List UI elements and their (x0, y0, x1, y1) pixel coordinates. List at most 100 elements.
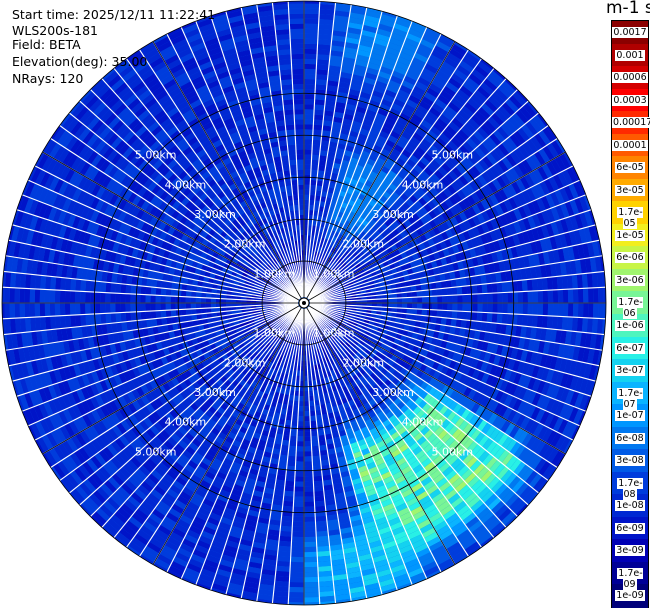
beta-cell (475, 275, 482, 285)
beta-cell (363, 257, 370, 264)
beta-cell (491, 343, 499, 355)
beta-cell (526, 404, 537, 419)
beta-cell (344, 341, 351, 348)
beta-cell (334, 106, 346, 114)
beta-cell (568, 183, 579, 200)
beta-cell (367, 254, 374, 261)
beta-cell (423, 255, 431, 264)
beta-cell (467, 97, 481, 111)
beta-cell (414, 258, 422, 267)
beta-cell (470, 320, 477, 331)
beta-cell (537, 425, 549, 441)
beta-cell (346, 359, 354, 367)
beta-cell (330, 172, 339, 179)
beta-cell (557, 418, 569, 435)
beta-cell (447, 492, 461, 505)
beta-cell (505, 98, 520, 113)
beta-cell (480, 274, 487, 285)
beta-cell (382, 143, 394, 153)
beta-cell (356, 364, 363, 372)
beta-cell (352, 231, 360, 239)
beta-cell (440, 317, 447, 326)
beta-cell (487, 116, 501, 130)
beta-cell (539, 180, 550, 196)
beta-cell (498, 188, 509, 202)
beta-cell (443, 144, 456, 156)
beta-cell (446, 541, 462, 554)
beta-cell (431, 361, 440, 371)
beta-cell (450, 136, 463, 149)
beta-cell (481, 171, 492, 184)
beta-cell (441, 211, 450, 222)
beta-cell (320, 196, 327, 203)
beta-cell (435, 281, 442, 290)
beta-cell (391, 418, 401, 428)
beta-cell (459, 508, 474, 521)
beta-cell (415, 369, 424, 379)
beta-cell (344, 314, 351, 318)
beta-cell (436, 288, 443, 296)
beta-cell (471, 524, 487, 538)
beta-cell (401, 80, 415, 90)
beta-cell (318, 319, 323, 325)
beta-cell (349, 263, 355, 269)
beta-cell (574, 197, 584, 214)
beta-cell (419, 412, 430, 423)
beta-cell (476, 284, 483, 294)
beta-cell (391, 70, 406, 80)
beta-cell (341, 322, 347, 327)
beta-cell (304, 68, 317, 75)
beta-cell (359, 469, 370, 478)
beta-cell (304, 406, 310, 412)
beta-cell (363, 520, 377, 530)
beta-cell (404, 319, 411, 326)
beta-cell (323, 254, 328, 261)
beta-cell (403, 408, 413, 418)
beta-cell (430, 49, 447, 62)
beta-cell (322, 249, 328, 255)
beta-cell (428, 54, 444, 66)
beta-cell (391, 526, 406, 536)
beta-cell (421, 290, 428, 297)
beta-cell (438, 481, 452, 493)
beta-cell (362, 452, 373, 461)
beta-cell (528, 117, 543, 133)
beta-cell (351, 173, 361, 182)
beta-cell (319, 319, 324, 324)
beta-cell (370, 94, 383, 104)
beta-cell (307, 230, 312, 236)
beta-cell (350, 7, 367, 15)
beta-cell (395, 139, 407, 149)
beta-cell (450, 181, 461, 193)
beta-cell (441, 484, 455, 497)
beta-cell (341, 358, 347, 365)
beta-cell (548, 176, 560, 192)
beta-cell (377, 70, 392, 80)
beta-cell (471, 311, 478, 322)
beta-cell (459, 434, 471, 447)
beta-cell (497, 303, 503, 314)
beta-cell (365, 530, 380, 539)
beta-cell (421, 349, 429, 358)
beta-cell (338, 239, 344, 246)
beta-cell (501, 101, 516, 117)
beta-cell (416, 409, 426, 419)
beta-cell (454, 252, 462, 262)
beta-cell (390, 316, 396, 323)
beta-cell (391, 568, 408, 579)
beta-cell (426, 432, 438, 444)
beta-cell (419, 390, 429, 400)
beta-cell (334, 361, 341, 368)
beta-cell (479, 510, 495, 524)
beta-cell (540, 395, 551, 411)
beta-cell (341, 331, 347, 337)
beta-cell (282, 500, 294, 507)
beta-cell (317, 49, 331, 56)
beta-cell (456, 189, 467, 201)
beta-cell (333, 20, 349, 28)
beta-cell (448, 439, 460, 451)
beta-cell (373, 85, 387, 94)
beta-cell (368, 351, 376, 359)
beta-cell (279, 530, 292, 537)
beta-cell (527, 291, 533, 303)
